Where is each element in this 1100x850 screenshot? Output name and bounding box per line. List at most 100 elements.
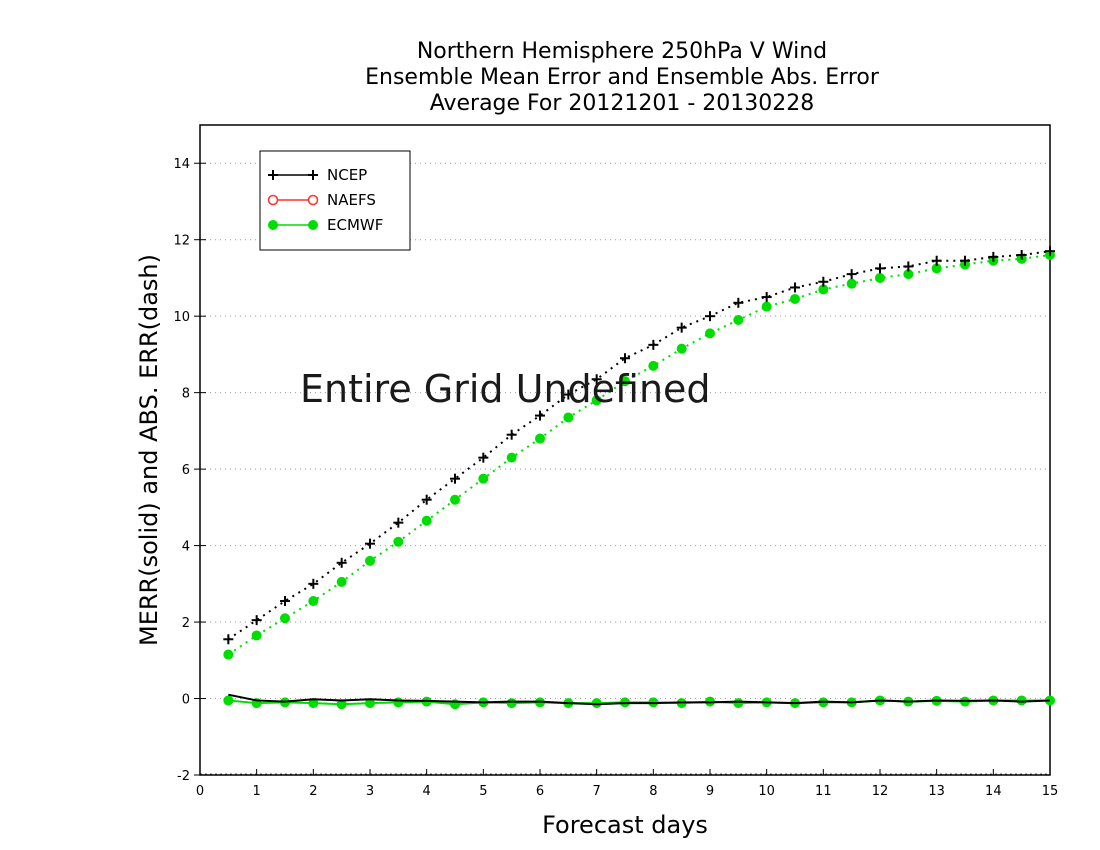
x-tick-label: 8: [649, 784, 657, 799]
data-point-ecmwf: [268, 220, 278, 230]
data-point-ncep: [393, 517, 404, 528]
data-point-ecmwf: [251, 630, 262, 641]
y-axis-title: MERR(solid) and ABS. ERR(dash): [135, 254, 163, 646]
data-point-ecmwf: [591, 395, 602, 406]
grid: [200, 162, 1050, 775]
y-tick-label: 12: [173, 234, 190, 249]
data-point-ncep: [506, 429, 517, 440]
y-tick-label: -2: [177, 769, 190, 784]
plot-frame: [199, 124, 1051, 776]
data-point-ncep: [365, 538, 375, 549]
title-line: Average For 20121201 - 20130228: [430, 91, 815, 116]
data-point-ncep: [790, 282, 800, 293]
data-point-ecmwf: [733, 315, 744, 325]
legend: NCEP NAEFS ECMWF: [259, 150, 411, 251]
data-point-ecmwf: [365, 555, 375, 566]
data-point-ecmwf: [563, 412, 574, 423]
series: [223, 246, 1055, 710]
data-point-ncep: [591, 374, 602, 385]
data-point-ecmwf: [676, 343, 687, 354]
data-point-ncep: [308, 578, 319, 589]
legend-item-ecmwf: ECMWF: [268, 216, 383, 234]
data-point-ncep: [733, 297, 744, 308]
x-tick-label: 10: [758, 784, 775, 799]
series-markers-abs-err-ncep: [223, 246, 1055, 645]
data-point-ecmwf: [308, 596, 319, 607]
data-point-ecmwf: [280, 613, 290, 624]
data-point-ncep: [620, 353, 630, 364]
x-tick-label: 13: [928, 784, 945, 799]
legend-item-ncep: NCEP: [268, 166, 367, 184]
data-point-ncep: [308, 170, 318, 180]
data-point-ecmwf: [421, 515, 432, 526]
data-point-ecmwf: [591, 698, 602, 709]
legend-label: NCEP: [327, 166, 367, 184]
data-point-ncep: [875, 263, 885, 274]
x-tick-label: 1: [253, 784, 261, 799]
data-point-ecmwf: [846, 278, 857, 289]
data-point-ecmwf: [790, 293, 800, 304]
data-point-ncep: [223, 634, 234, 645]
series-line-merr-ncep: [228, 693, 1051, 706]
data-point-ncep: [903, 261, 914, 272]
data-point-ncep: [336, 557, 347, 568]
data-point-ecmwf: [648, 360, 659, 371]
data-point-ecmwf: [506, 452, 517, 463]
x-tick-label: 7: [593, 784, 601, 799]
data-point-ecmwf: [733, 698, 744, 709]
data-point-ncep: [268, 170, 278, 180]
data-point-ncep: [251, 615, 262, 626]
data-point-ecmwf: [223, 695, 234, 706]
series-markers-abs-err-ecmwf: [223, 250, 1055, 660]
data-point-ncep: [421, 494, 432, 505]
data-point-ecmwf: [620, 376, 630, 387]
legend-label: NAEFS: [327, 191, 376, 209]
data-point-ecmwf: [393, 536, 404, 547]
data-point-ecmwf: [450, 494, 460, 505]
title-line: Northern Hemisphere 250hPa V Wind: [417, 39, 827, 64]
x-tick-label: 3: [366, 784, 374, 799]
x-tick-label: 4: [423, 784, 431, 799]
data-point-ncep: [676, 322, 687, 333]
data-point-ecmwf: [393, 697, 404, 708]
annotation: Entire Grid Undefined: [300, 367, 711, 411]
legend-item-naefs: NAEFS: [267, 191, 376, 209]
x-tick-label: 11: [815, 784, 832, 799]
data-point-ecmwf: [761, 301, 772, 312]
y-tick-label: 6: [182, 463, 190, 478]
data-point-ncep: [761, 292, 772, 303]
y-tick-label: 4: [182, 540, 190, 555]
data-point-ncep: [1045, 246, 1055, 257]
data-point-ncep: [563, 389, 574, 400]
x-axis-title: Forecast days: [542, 811, 708, 839]
y-tick-label: 14: [173, 157, 190, 172]
legend-label: ECMWF: [327, 216, 383, 234]
data-point-ecmwf: [478, 473, 489, 484]
x-tick-label: 2: [309, 784, 317, 799]
x-tick-label: 9: [706, 784, 714, 799]
data-point-ecmwf: [1016, 695, 1027, 706]
data-point-ncep: [478, 452, 489, 463]
data-point-ecmwf: [223, 649, 234, 660]
data-point-ecmwf: [308, 220, 318, 230]
x-tick-label: 14: [985, 784, 1002, 799]
series-line-abs-err-ncep: [227, 250, 1051, 641]
series-line-abs-err-ecmwf: [227, 254, 1051, 656]
data-point-ncep: [648, 339, 659, 350]
data-point-ecmwf: [535, 433, 545, 444]
x-tick-label: 6: [536, 784, 544, 799]
data-point-naefs: [267, 194, 279, 206]
data-point-ncep: [818, 276, 829, 287]
x-tick-label: 5: [479, 784, 487, 799]
title-line: Ensemble Mean Error and Ensemble Abs. Er…: [365, 65, 880, 90]
y-tick-label: 2: [182, 616, 190, 631]
y-tick-label: 10: [173, 310, 190, 325]
data-point-ncep: [960, 255, 970, 266]
data-point-ncep: [280, 596, 290, 607]
data-point-ecmwf: [705, 328, 715, 339]
y-tick-label: 8: [182, 387, 190, 402]
data-point-ncep: [846, 269, 857, 280]
chart-title: Northern Hemisphere 250hPa V WindEnsembl…: [365, 39, 880, 116]
